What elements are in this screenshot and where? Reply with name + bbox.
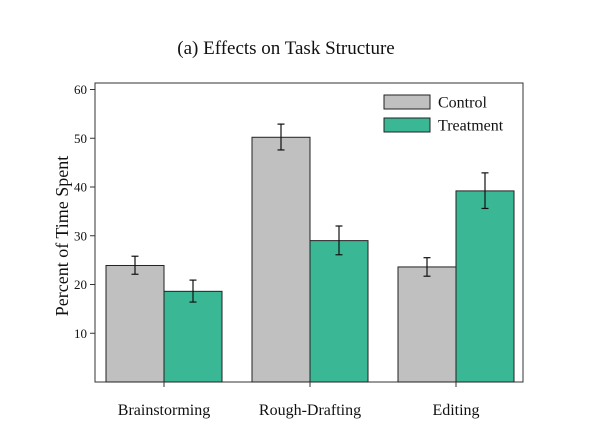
legend-swatch-treatment [383,117,431,133]
y-tick-label: 60 [74,82,87,97]
bar-control-brainstorming [105,264,165,383]
y-axis: 10 20 30 40 50 60 [74,82,95,341]
error-bars-group [131,123,489,303]
y-tick-label: 10 [74,326,87,341]
y-tick-label: 30 [74,228,87,243]
bar-treatment-rough-drafting [309,240,369,383]
y-axis-label: Percent of Time Spent [52,156,72,317]
legend-label-treatment: Treatment [438,118,504,135]
x-tick-label: Brainstorming [118,402,210,419]
bar-control-rough-drafting [251,136,311,383]
bar-control-editing [397,266,457,383]
legend-label-control: Control [438,95,487,112]
bar-treatment-brainstorming [163,290,223,383]
x-tick-label: Rough-Drafting [259,402,361,419]
y-tick-label: 20 [74,277,87,292]
bars-group [105,136,515,383]
bar-treatment-editing [455,190,515,383]
x-axis: Brainstorming Rough-Drafting Editing [118,382,480,419]
y-tick-label: 40 [74,180,87,195]
x-tick-label: Editing [432,402,479,419]
legend: Control Treatment [383,94,504,135]
legend-swatch-control [383,94,431,110]
chart-title: (a) Effects on Task Structure [177,38,394,59]
y-tick-label: 50 [74,131,87,146]
